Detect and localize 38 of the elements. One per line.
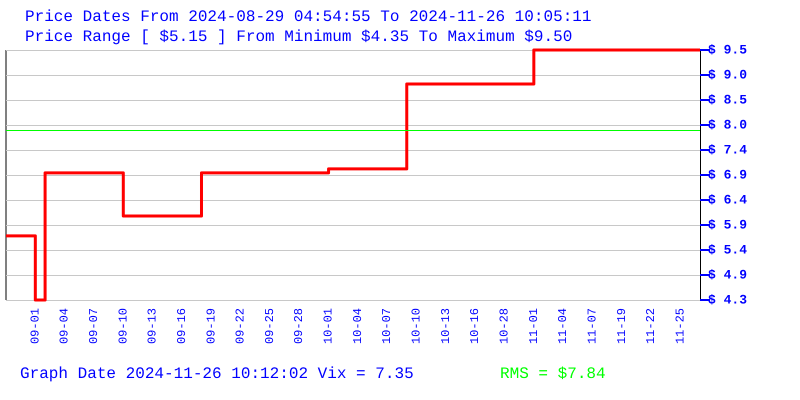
x-tick-label: 11-01 bbox=[526, 308, 541, 344]
x-tick-label: 09-07 bbox=[86, 308, 101, 344]
x-tick-label: 10-01 bbox=[322, 308, 336, 344]
chart-title: Price Dates From 2024-08-29 04:54:55 To 2024-11-26 10:05:11 bbox=[25, 8, 592, 26]
y-tick-label: $ 4.3 bbox=[708, 292, 748, 308]
y-tick-label: $ 4.9 bbox=[708, 268, 748, 282]
y-tick-label: $ 6.9 bbox=[708, 168, 748, 182]
x-tick-label: 09-10 bbox=[116, 308, 130, 344]
x-tick-label: 10-07 bbox=[380, 308, 394, 344]
y-tick-label: $ 5.9 bbox=[708, 218, 748, 232]
y-tick-label: $ 8.5 bbox=[708, 92, 748, 108]
ref-line-label: RMS = $7.84 bbox=[500, 365, 606, 383]
x-tick-label: 10-04 bbox=[350, 308, 365, 344]
x-tick-label: 11-07 bbox=[585, 308, 600, 344]
x-tick-label: 10-28 bbox=[498, 308, 512, 344]
x-tick-label: 09-19 bbox=[204, 308, 218, 344]
x-tick-label: 11-22 bbox=[644, 308, 658, 344]
y-tick-label: $ 9.5 bbox=[708, 42, 748, 58]
x-tick-label: 09-16 bbox=[174, 308, 189, 344]
x-tick-label: 10-10 bbox=[410, 308, 424, 344]
x-tick-label: 09-22 bbox=[234, 308, 248, 344]
y-tick-label: $ 6.4 bbox=[708, 192, 748, 208]
y-tick-label: $ 7.4 bbox=[708, 142, 748, 158]
x-tick-label: 10-13 bbox=[438, 308, 453, 344]
y-tick-label: $ 8.0 bbox=[708, 118, 748, 132]
x-tick-label: 11-19 bbox=[614, 308, 629, 344]
y-tick-label: $ 5.4 bbox=[708, 242, 748, 258]
x-tick-label: 09-13 bbox=[146, 308, 160, 344]
x-tick-label: 10-16 bbox=[468, 308, 482, 344]
x-tick-label: 11-04 bbox=[556, 308, 570, 344]
x-tick-label: 09-25 bbox=[262, 308, 277, 344]
x-tick-label: 09-01 bbox=[28, 308, 42, 344]
x-tick-label: 11-25 bbox=[673, 308, 688, 344]
y-tick-label: $ 9.0 bbox=[708, 68, 748, 82]
chart-subtitle: Price Range [ $5.15 ] From Minimum $4.35 To Maximum $9.50 bbox=[25, 28, 572, 46]
x-tick-label: 09-28 bbox=[292, 308, 306, 344]
x-tick-label: 09-04 bbox=[58, 308, 72, 344]
text: Graph Date 2024-11-26 10:12:02 Vix = 7.35 bbox=[20, 365, 414, 383]
